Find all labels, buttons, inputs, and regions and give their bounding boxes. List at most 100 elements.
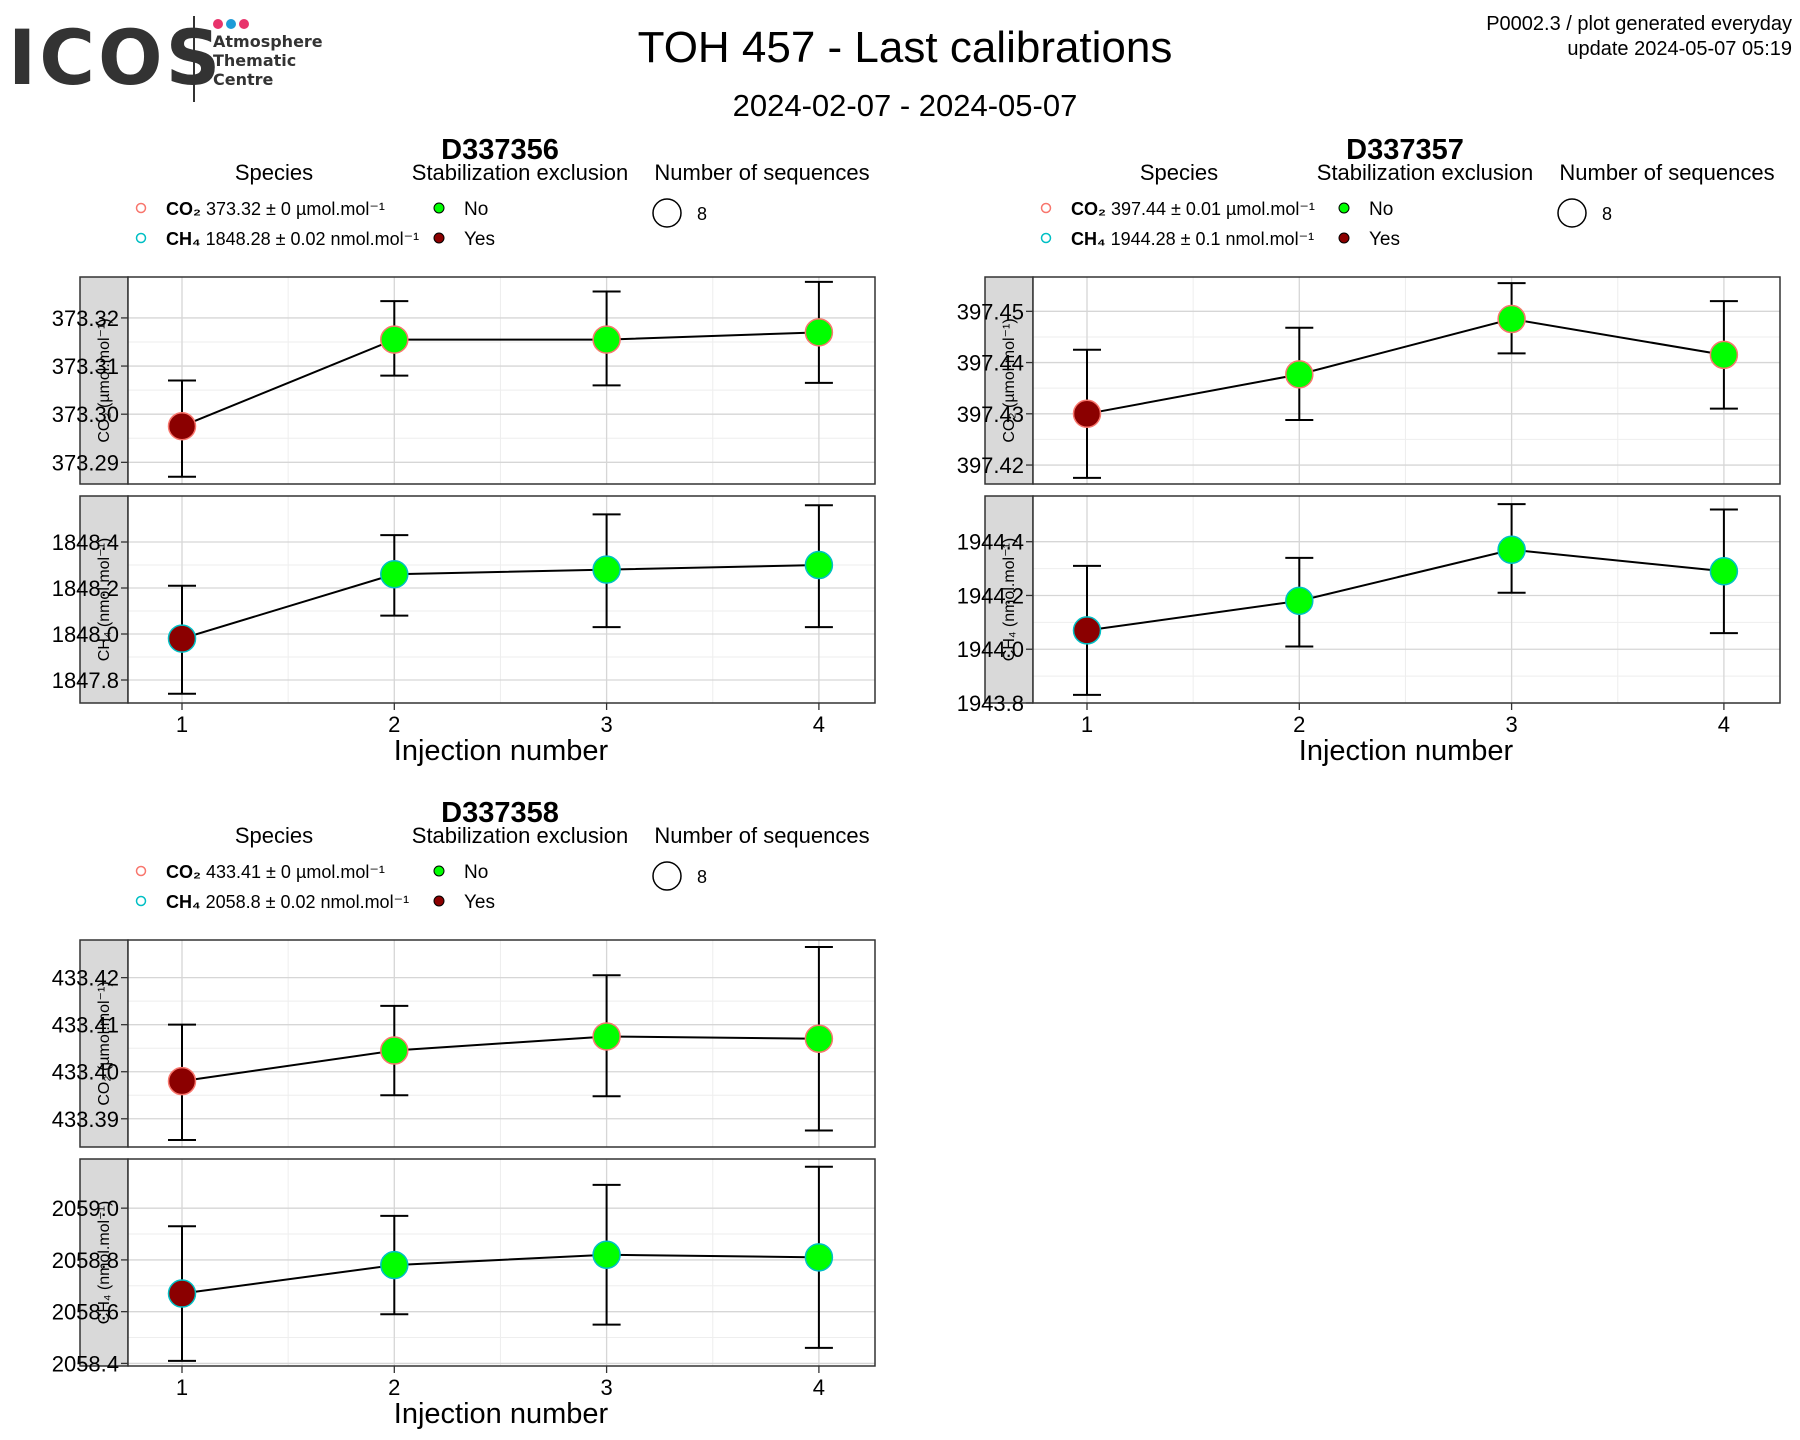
stab-no-label: No (1369, 199, 1393, 220)
data-point (380, 325, 409, 354)
chart-title: D337357 (1346, 134, 1464, 166)
x-tick-label: 3 (600, 712, 612, 737)
logo-divider (193, 16, 195, 102)
chart-title: D337358 (441, 797, 559, 829)
logo-sub-line: Atmosphere (213, 32, 323, 51)
x-tick-label: 3 (1505, 712, 1517, 737)
data-point (1709, 557, 1739, 586)
panel-background (1033, 277, 1780, 484)
nseq-label: 8 (697, 867, 707, 887)
nseq-size-icon (652, 861, 682, 891)
stab-legend-title: Stabilization exclusion (412, 823, 628, 848)
x-tick-label: 1 (1081, 712, 1093, 737)
data-point (592, 1240, 621, 1269)
stab-yes-icon (433, 895, 445, 907)
y-tick-label: 1848.2 (52, 576, 119, 601)
species-legend-entry: CO₂ 373.32 ± 0 µmol.mol⁻¹ (166, 199, 385, 219)
nseq-legend-title: Number of sequences (654, 823, 869, 848)
data-point (380, 1250, 409, 1280)
chart-block: D337356 Species Stabilization exclusion Num… (52, 134, 876, 767)
species-legend-title: Species (1140, 160, 1218, 185)
logo-subtitle: Atmosphere Thematic Centre (213, 32, 323, 89)
x-tick-label: 2 (388, 712, 400, 737)
stab-no-icon (433, 865, 445, 877)
data-point (1497, 535, 1526, 565)
data-point (592, 555, 621, 584)
data-point (380, 1036, 409, 1065)
stab-legend-title: Stabilization exclusion (1317, 160, 1533, 185)
species-key-icon (135, 202, 147, 214)
logo-sub-line: Centre (213, 70, 274, 89)
date-range: 2024-02-07 - 2024-05-07 (732, 88, 1078, 123)
y-tick-label: 2059.0 (52, 1196, 119, 1221)
panel-background (1033, 496, 1780, 703)
panel-strip-label: CO₂ (µmol.mol⁻¹) (1001, 318, 1018, 442)
data-point (1497, 304, 1526, 334)
species-value: 2058.8 ± 0.02 nmol.mol⁻¹ (206, 892, 409, 912)
page-title: TOH 457 - Last calibrations (637, 23, 1173, 72)
species-name: CH₄ (166, 229, 206, 249)
data-point (1072, 399, 1102, 429)
y-tick-label: 1944.2 (957, 583, 1024, 608)
stab-yes-icon (1338, 232, 1350, 244)
y-tick-label: 1848.4 (52, 530, 119, 555)
y-tick-label: 397.45 (957, 299, 1024, 324)
stab-yes-label: Yes (464, 229, 495, 250)
x-tick-label: 1 (176, 712, 188, 737)
y-tick-label: 2058.4 (52, 1351, 119, 1376)
panel-border (127, 495, 876, 704)
series-line (181, 1035, 819, 1083)
species-key-icon (135, 895, 147, 907)
y-tick-label: 373.32 (52, 306, 119, 331)
panel-background (128, 496, 875, 703)
meta-line-1: P0002.3 / plot generated everyday (1486, 13, 1792, 35)
y-tick-label: 1848.0 (52, 622, 119, 647)
x-axis-title: Injection number (1299, 735, 1514, 767)
data-point (592, 1022, 621, 1051)
y-tick-label: 373.30 (52, 402, 119, 427)
y-tick-label: 433.39 (52, 1107, 119, 1132)
panel-strip-label: CH₄ (nmol.mol⁻¹) (1001, 538, 1018, 661)
species-legend-entry: CH₄ 2058.8 ± 0.02 nmol.mol⁻¹ (166, 892, 409, 912)
data-point (167, 411, 197, 441)
data-point (804, 1243, 834, 1272)
chart-title: D337356 (441, 134, 559, 166)
y-tick-label: 433.40 (52, 1060, 119, 1085)
y-tick-label: 1944.0 (957, 637, 1024, 662)
nseq-legend-title: Number of sequences (1559, 160, 1774, 185)
x-axis-title: Injection number (394, 1398, 609, 1430)
series-line (1086, 317, 1725, 415)
data-point (804, 550, 834, 580)
nseq-label: 8 (697, 204, 707, 224)
species-legend-entry: CO₂ 433.41 ± 0 µmol.mol⁻¹ (166, 862, 385, 882)
data-point (592, 325, 621, 354)
y-tick-label: 433.42 (52, 966, 119, 991)
chart-block: D337358 Species Stabilization exclusion Num… (52, 797, 876, 1430)
stab-yes-label: Yes (1369, 229, 1400, 250)
species-value: 433.41 ± 0 µmol.mol⁻¹ (206, 862, 385, 882)
species-name: CH₄ (1071, 229, 1111, 249)
y-tick-label: 373.29 (52, 450, 119, 475)
nseq-label: 8 (1602, 204, 1612, 224)
panel-border (1032, 495, 1781, 704)
y-tick-label: 373.31 (52, 354, 119, 379)
data-point (1709, 340, 1739, 370)
species-value: 1848.28 ± 0.02 nmol.mol⁻¹ (206, 229, 420, 249)
data-point (167, 1066, 197, 1096)
species-name: CO₂ (166, 862, 206, 882)
species-legend-title: Species (235, 823, 313, 848)
series-line (1086, 548, 1725, 632)
stab-no-label: No (464, 199, 488, 220)
logo-dot (226, 19, 236, 29)
species-key-icon (1040, 202, 1052, 214)
nseq-legend-title: Number of sequences (654, 160, 869, 185)
panel-strip (79, 495, 129, 704)
panel-strip (79, 939, 129, 1148)
y-tick-label: 1943.8 (957, 691, 1024, 716)
data-point (804, 1024, 834, 1054)
stab-no-icon (433, 202, 445, 214)
x-tick-label: 1 (176, 1375, 188, 1400)
stab-yes-label: Yes (464, 892, 495, 913)
data-point (1285, 586, 1314, 616)
